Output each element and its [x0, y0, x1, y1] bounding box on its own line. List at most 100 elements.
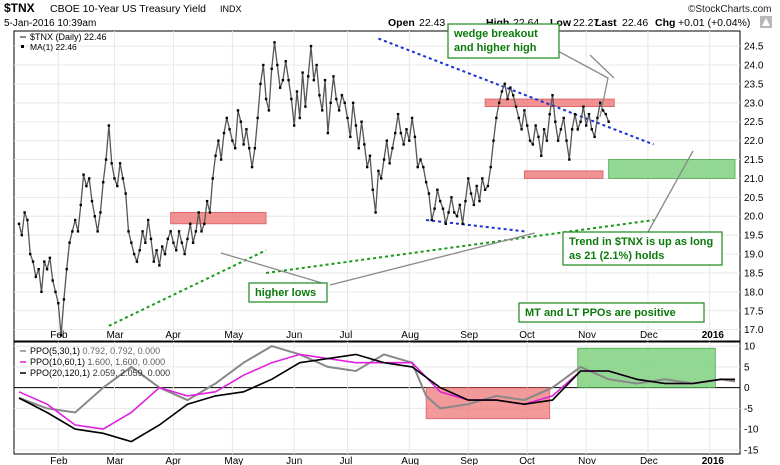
tnx-point [388, 162, 391, 165]
higher-lows-callout: higher lows [248, 282, 328, 303]
callout-pointer [647, 150, 694, 233]
tnx-point [253, 146, 257, 150]
low-value: 22.27 [573, 17, 599, 29]
tnx-point [433, 207, 436, 210]
ppo-xtick-4: Jun [286, 456, 302, 465]
ppo-callout-text-0: MT and LT PPOs are positive [525, 307, 676, 319]
tnx-point [155, 249, 158, 252]
ppo-5-30-line [18, 345, 736, 414]
tnx-point [219, 158, 223, 161]
tnx-point [183, 252, 186, 256]
price-ytick-3: 18.5 [744, 268, 764, 279]
tnx-point [562, 116, 565, 120]
exchange-label: INDX [220, 4, 242, 14]
tnx-point [264, 97, 268, 101]
tnx-point [503, 82, 506, 86]
open-label: Open [388, 17, 415, 29]
price-ytick-6: 20.0 [744, 212, 764, 223]
tnx-point [551, 94, 554, 97]
tnx-point [461, 222, 464, 226]
tnx-point [570, 128, 574, 131]
price-zone-green-3 [608, 159, 736, 179]
callout-pointer [329, 232, 536, 286]
chart-header: $TNX CBOE 10-Year US Treasury Yield INDX… [4, 1, 772, 29]
tnx-point [410, 116, 414, 120]
tnx-point [511, 94, 515, 97]
tnx-point [26, 218, 29, 222]
tnx-point [73, 218, 77, 222]
tnx-point [135, 260, 139, 263]
tnx-point [239, 120, 243, 123]
tnx-point [186, 237, 189, 241]
tnx-point [576, 128, 579, 131]
tnx-point [492, 139, 495, 142]
tnx-point [96, 230, 99, 233]
tnx-point [554, 120, 557, 123]
chg-value: +0.01 (+0.04%) [678, 17, 750, 29]
tnx-point [464, 199, 467, 203]
legend-tnx-daily: $TNX (Daily) 22.46 [30, 32, 107, 42]
price-ytick-15: 24.5 [744, 42, 764, 53]
open-value: 22.43 [419, 17, 445, 29]
higher-lows-callout-text-0: higher lows [255, 287, 316, 299]
tnx-point [278, 86, 282, 89]
tnx-point [596, 116, 599, 120]
tnx-point [298, 116, 301, 120]
tnx-point [430, 218, 433, 222]
ppo-xtick-2: Apr [165, 456, 181, 465]
tnx-point [256, 116, 259, 120]
tnx-point [205, 199, 209, 203]
tnx-point [582, 105, 585, 108]
tnx-point [180, 241, 184, 244]
tnx-point [138, 249, 141, 252]
tnx-point [245, 128, 248, 131]
tnx-point [346, 116, 349, 120]
tnx-point [374, 211, 377, 214]
tnx-point [172, 241, 175, 244]
tnx-point [102, 181, 105, 184]
tnx-point [526, 124, 529, 127]
tnx-point [590, 128, 593, 131]
ppo-ytick-2: -5 [744, 404, 753, 415]
ppo-xtick-11: 2016 [702, 456, 725, 465]
ppo-xtick-0: Feb [50, 456, 68, 465]
tnx-point [568, 158, 571, 161]
tnx-point [351, 101, 355, 105]
price-zone-red-1 [484, 98, 615, 108]
tnx-point [357, 146, 360, 150]
ppo-xtick-9: Nov [578, 456, 596, 465]
ppo-ytick-1: -10 [744, 425, 759, 436]
tnx-point [478, 199, 481, 203]
tnx-point [62, 298, 66, 301]
tnx-point [312, 78, 316, 82]
legend-ppo-10-60: PPO(10,60,1) 1.600, 1.600, 0.000 [30, 357, 165, 367]
price-series [17, 41, 610, 337]
tnx-point [315, 63, 318, 67]
resistance-trendline [378, 37, 654, 146]
price-xtick-6: Aug [401, 330, 419, 341]
tnx-point [318, 94, 321, 97]
tnx-point [360, 120, 363, 123]
tnx-point [438, 199, 442, 203]
tnx-point [267, 109, 271, 112]
tnx-point [191, 241, 195, 244]
price-ytick-11: 22.5 [744, 117, 764, 128]
tnx-point [475, 184, 478, 188]
tnx-point [287, 78, 290, 82]
tnx-point [57, 301, 60, 305]
tnx-point [424, 181, 428, 184]
tnx-point [579, 120, 582, 123]
price-xtick-11: 2016 [702, 330, 725, 341]
tnx-point [236, 109, 240, 112]
ppo-xtick-8: Oct [519, 456, 535, 465]
tnx-point [45, 267, 49, 271]
tnx-point [394, 131, 397, 135]
price-legend: $TNX (Daily) 22.46 MA(1) 22.46 [20, 32, 107, 52]
tnx-point [416, 165, 419, 169]
legend-ppo-20-120: PPO(20,120,1) 2.059, 2.059, 0.000 [30, 368, 170, 378]
tnx-point [329, 101, 332, 105]
last-value: 22.46 [622, 17, 648, 29]
tnx-point [127, 230, 130, 233]
price-xtick-5: Jul [340, 330, 353, 341]
